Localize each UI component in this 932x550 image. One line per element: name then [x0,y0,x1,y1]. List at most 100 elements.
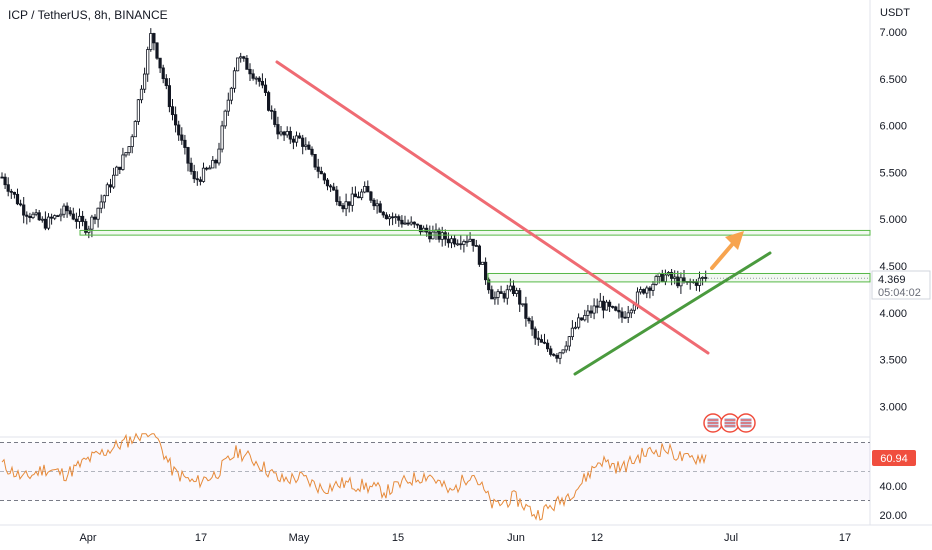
candle-body [6,184,10,192]
candle-body [577,317,581,328]
candle-body [670,272,674,279]
candle-body [601,300,606,311]
candle-body [53,215,57,219]
time-axis-label: 15 [392,532,404,544]
candle-body [561,349,565,354]
projection-arrow-shaft[interactable] [710,238,738,270]
candle-body [390,216,395,219]
candle-body [77,215,82,222]
candle-body [406,222,410,225]
candle-body [108,184,113,188]
candle-body [598,300,602,308]
rsi-tick-label: 40.00 [879,481,907,493]
candle-body [257,77,261,82]
candle-body [446,238,451,244]
candle-body [363,185,367,193]
candle-body [518,290,522,305]
candle-body [549,348,553,355]
candle-body [462,241,466,245]
time-axis-label: Jul [724,532,738,544]
projection-arrow-head[interactable] [725,231,744,250]
candle-body [608,301,612,307]
candle-body [31,213,35,219]
candle-body [189,162,193,172]
candle-body [468,238,472,242]
candle-body [217,148,221,164]
candle-body [319,170,323,175]
candle-body [260,80,265,86]
candle-body [409,221,413,225]
candle-body [555,355,559,359]
candle-body [539,339,544,343]
candle-body [273,110,277,125]
candle-body [552,354,556,356]
candle-body [620,311,624,318]
candle-body [46,216,51,229]
candle-body [490,289,494,300]
candle-body [170,106,175,116]
candle-body [487,279,491,291]
candle-body [223,110,227,127]
ascending-trendline[interactable] [573,251,772,376]
candle-body [105,184,109,197]
last-price-badge [871,270,931,300]
candle-body [28,215,32,219]
price-tick-label: 3.500 [879,355,907,367]
price-tick-label: 5.500 [879,167,907,179]
candle-body [701,276,705,279]
candle-body [356,196,361,199]
candle-body [676,276,680,287]
candle-body [341,205,345,210]
candle-body [595,305,599,308]
candle-body [573,326,578,329]
candle-body [74,218,78,222]
candle-body [56,215,60,218]
candle-body [18,203,23,206]
candle-body [301,137,305,147]
candle-body [635,291,640,306]
candle-body [629,309,633,314]
candle-body [43,218,48,229]
price-tick-label: 3.000 [879,401,907,413]
candle-body [180,134,184,141]
candle-body [673,276,677,279]
candle-body [443,232,447,240]
candle-body [449,238,454,244]
candle-body [124,152,128,156]
candle-body [604,301,609,311]
candle-body [335,189,339,202]
candle-body [146,49,150,75]
zone-rectangle-lower [487,272,871,283]
time-axis-label: 17 [195,532,207,544]
candle-body [477,245,482,265]
candle-body [50,216,54,219]
candle-body [62,205,66,215]
candle-body [127,146,131,154]
descending-trendline[interactable] [275,60,710,355]
candle-body [251,73,255,79]
countdown-label: 05:04:02 [878,287,921,299]
candle-body [381,211,385,216]
candle-body [499,291,503,294]
candle-body [40,218,44,221]
candle-body [161,67,165,80]
candle-body [248,68,252,75]
candle-body [226,99,230,112]
candle-body [508,285,513,291]
candle-body [266,92,271,111]
candle-body [276,124,280,135]
candle-body [65,205,69,212]
candle-body [474,245,478,247]
candle-body [307,144,311,150]
candle-body [642,289,646,294]
currency-label: USDT [880,7,910,19]
candle-body [542,341,547,344]
candle-body [564,345,568,351]
candle-body [322,173,327,181]
candle-body [456,243,460,246]
candle-body [282,131,286,136]
candle-body [536,337,540,340]
candle-body [546,342,550,350]
